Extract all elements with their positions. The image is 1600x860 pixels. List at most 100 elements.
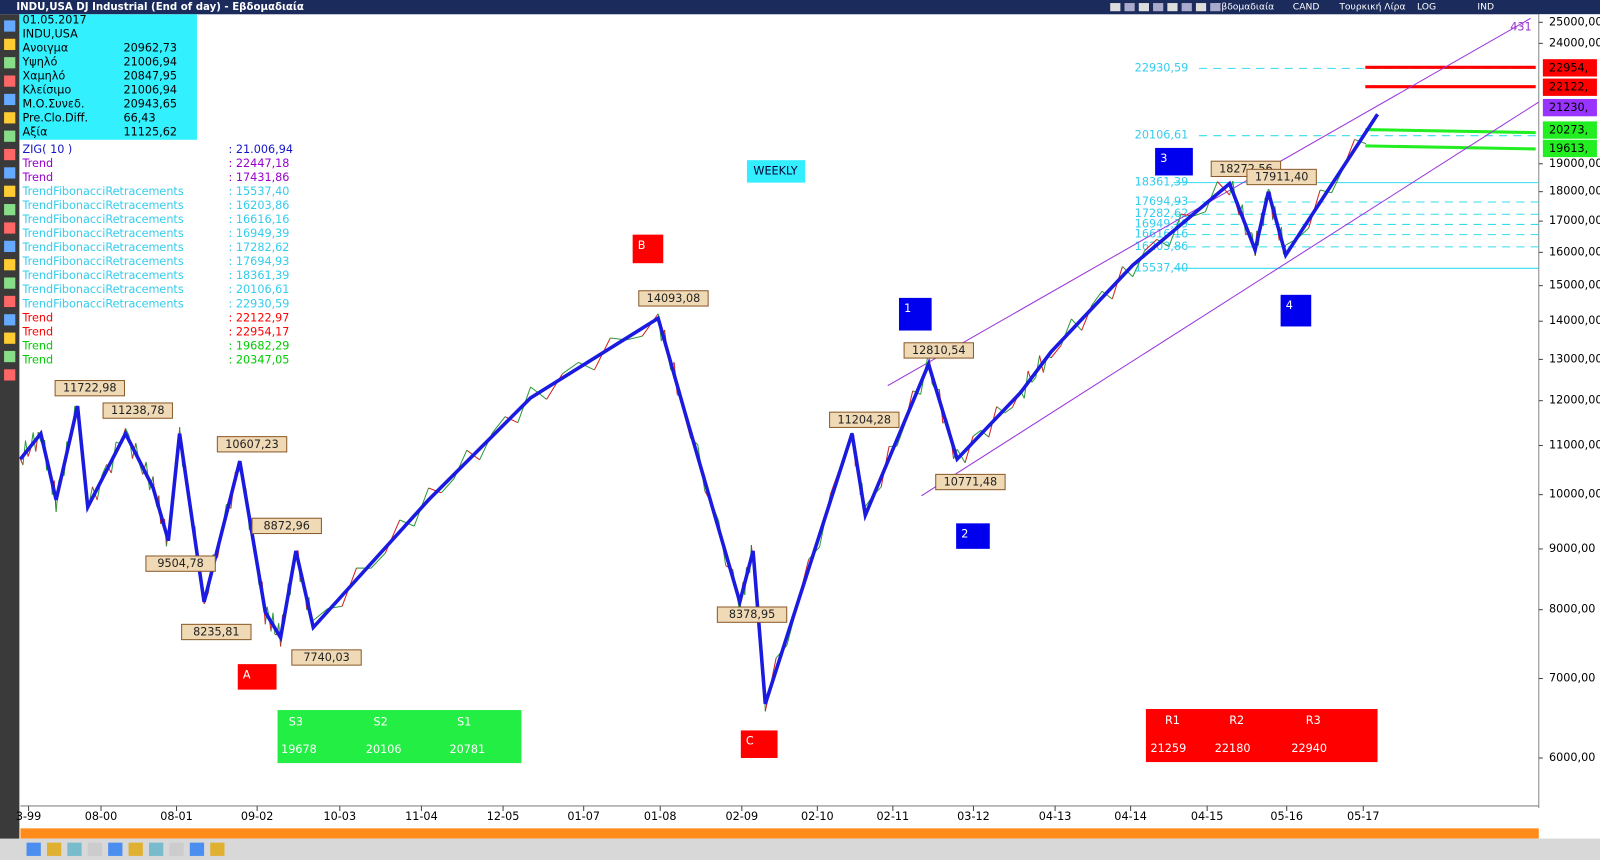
y-tick-label: 16000,00: [1549, 245, 1600, 258]
support-header: S3: [289, 715, 303, 728]
tool-icon[interactable]: [4, 130, 16, 142]
price-tag: [1542, 78, 1597, 96]
toolbar-icon[interactable]: [1210, 3, 1221, 12]
toolbar-item[interactable]: IND: [1477, 2, 1494, 13]
indicator-value: : 16203,86: [229, 199, 290, 212]
tool-icon[interactable]: [108, 842, 123, 856]
pivot-label: 9504,78: [157, 557, 203, 570]
tool-icon[interactable]: [169, 842, 184, 856]
pivot-label-box: [251, 517, 322, 535]
indicator-value: : 16949,39: [229, 227, 290, 240]
y-tick-label: 24000,00: [1549, 36, 1600, 49]
candle: [1156, 238, 1170, 247]
info-label: Pre.Clo.Diff.: [22, 111, 88, 124]
info-label: Κλείσιμο: [22, 83, 71, 96]
tool-icon[interactable]: [4, 93, 16, 106]
toolbar-icon[interactable]: [1138, 3, 1149, 12]
x-tick-label: 02-09: [726, 810, 759, 823]
toolbar-item[interactable]: CAND: [1293, 2, 1320, 13]
channel-line: [921, 101, 1540, 497]
x-tick-label: 08-00: [85, 810, 118, 823]
info-value: 20943,65: [123, 97, 177, 110]
toolbar-icon[interactable]: [1124, 3, 1135, 12]
wave-box: [1155, 147, 1193, 176]
tool-icon[interactable]: [4, 277, 16, 289]
tool-icon[interactable]: [4, 38, 16, 50]
x-tick-label: 05-17: [1347, 810, 1380, 823]
indicator-name: TrendFibonacciRetracements: [21, 269, 183, 282]
tool-icon[interactable]: [4, 259, 16, 271]
toolbar-item[interactable]: LOG: [1417, 2, 1436, 13]
tool-icon[interactable]: [4, 112, 16, 124]
x-tick-label: 04-13: [1039, 810, 1072, 823]
info-panel: [19, 14, 197, 140]
pivot-label-box: [102, 402, 173, 419]
toolbar-item[interactable]: Τουρκική Λίρα: [1338, 2, 1405, 13]
tool-icon[interactable]: [4, 295, 16, 308]
tool-icon[interactable]: [4, 222, 16, 234]
tool-icon[interactable]: [67, 842, 82, 856]
tool-icon[interactable]: [128, 842, 143, 856]
info-value: 66,43: [123, 111, 155, 124]
resistance-header: R2: [1229, 714, 1244, 727]
candle: [1193, 211, 1206, 217]
y-tick-label: 18000,00: [1549, 185, 1600, 198]
price-tag: [1542, 98, 1597, 117]
tool-icon[interactable]: [4, 20, 16, 32]
candle: [504, 416, 519, 424]
tool-icon[interactable]: [4, 369, 16, 381]
x-tick-label: 03-12: [957, 810, 990, 823]
wave-label: B: [638, 239, 646, 252]
candle: [578, 361, 595, 371]
candle: [626, 335, 643, 341]
x-tick-label: 12-05: [487, 810, 520, 823]
fib-label: 17282,62: [1135, 207, 1189, 220]
tool-icon[interactable]: [4, 240, 16, 252]
tool-icon[interactable]: [4, 350, 16, 363]
wave-box: [237, 664, 277, 690]
tool-icon[interactable]: [4, 167, 16, 179]
fib-label: 17694,93: [1135, 195, 1189, 208]
pivot-label: 11204,28: [838, 413, 892, 426]
tool-icon[interactable]: [4, 185, 16, 197]
tool-icon[interactable]: [148, 842, 164, 856]
tool-icon[interactable]: [4, 148, 16, 161]
tool-icon[interactable]: [4, 75, 16, 87]
info-label: Χαμηλό: [22, 69, 65, 82]
tool-icon[interactable]: [210, 842, 225, 856]
info-value: 20962,73: [123, 41, 177, 54]
candle: [964, 436, 974, 463]
indicator-name: TrendFibonacciRetracements: [21, 241, 183, 254]
toolbar-icon[interactable]: [1167, 3, 1178, 12]
scrollbar[interactable]: [20, 828, 1539, 839]
tool-icon[interactable]: [4, 314, 16, 326]
tool-icon[interactable]: [4, 204, 16, 216]
fib-label: 20106,61: [1135, 129, 1189, 142]
pivot-label: 8235,81: [193, 626, 239, 639]
y-tick-label: 25000,00: [1549, 15, 1600, 28]
toolbar-icon[interactable]: [1195, 3, 1207, 12]
wave-box: [740, 730, 778, 758]
toolbar-icon[interactable]: [1110, 3, 1121, 12]
chart: 25000,0024000,0019000,0018000,0017000,00…: [16, 13, 1600, 823]
candle: [101, 464, 108, 476]
tool-icon[interactable]: [189, 842, 205, 856]
info-label: Αξία: [22, 125, 47, 138]
pivot-label: 8872,96: [264, 519, 310, 532]
tool-icon[interactable]: [4, 332, 16, 344]
toolbar-item[interactable]: Εβδομαδιαία: [1216, 2, 1275, 13]
pivot-label-box: [638, 290, 709, 307]
tool-icon[interactable]: [26, 842, 41, 856]
tool-icon[interactable]: [87, 842, 103, 856]
pivot-label-box: [181, 623, 252, 641]
toolbar-icon[interactable]: [1153, 3, 1164, 12]
indicator-name: ZIG( 10 ): [22, 143, 72, 156]
tool-icon[interactable]: [4, 57, 16, 69]
indicator-name: Trend: [21, 171, 53, 184]
window-title: INDU,USA DJ Industrial (End of day) - Εβ…: [16, 1, 304, 13]
fib-label: 16203,86: [1135, 240, 1189, 253]
toolbar-icon[interactable]: [1181, 3, 1192, 12]
tool-icon[interactable]: [46, 842, 62, 856]
